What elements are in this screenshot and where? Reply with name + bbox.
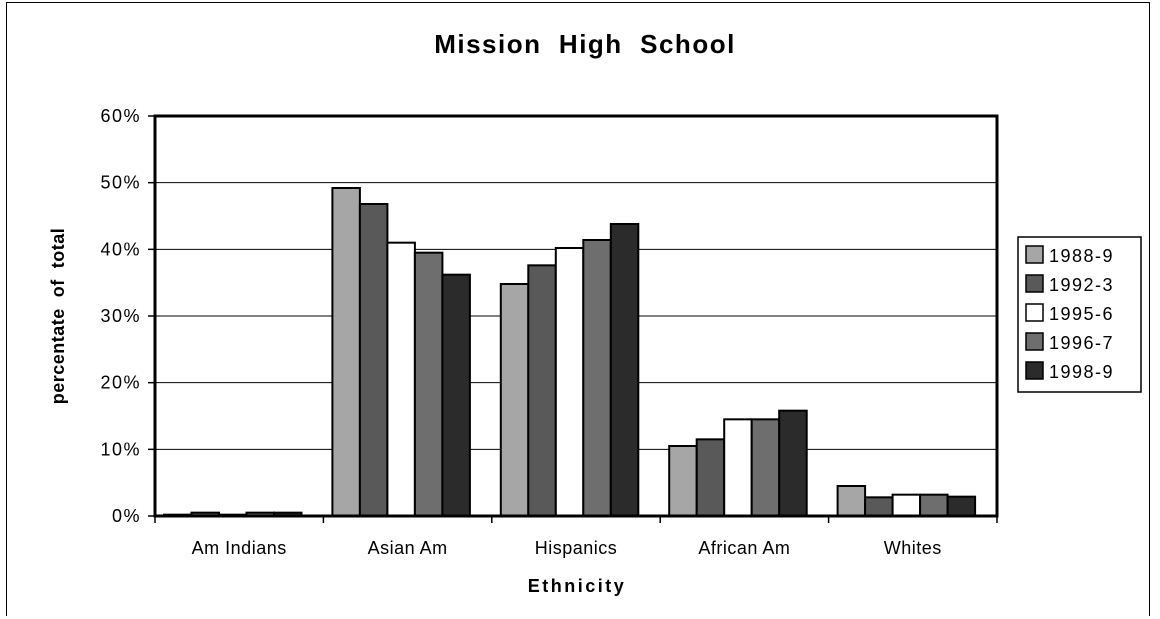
bar-1996-7 xyxy=(919,493,949,517)
axes xyxy=(153,114,999,523)
bar-1988-9 xyxy=(499,283,530,517)
bar-1992-3 xyxy=(695,438,726,518)
bar-1996-7 xyxy=(750,418,781,518)
y-tick-label: 60% xyxy=(100,106,141,126)
plot-border xyxy=(153,114,999,518)
bar-1992-3 xyxy=(864,496,894,518)
legend-items: 1988-9 1992-3 1995-6 1996-7 1998-9 xyxy=(1025,245,1114,382)
bar-1996-7 xyxy=(582,239,612,517)
bar-1998-9 xyxy=(946,495,977,517)
bar-1992-3 xyxy=(527,264,557,518)
bar-1995-6 xyxy=(723,418,753,518)
bar-1995-6 xyxy=(386,241,416,518)
bar-1988-9 xyxy=(331,187,361,517)
legend-label: 1998-9 xyxy=(1049,362,1114,382)
bar-1998-9 xyxy=(778,409,808,517)
y-tick-label: 50% xyxy=(100,173,141,193)
legend: 1988-9 1992-3 1995-6 1996-7 1998-9 xyxy=(1017,236,1142,393)
y-tick-label: 30% xyxy=(100,306,141,326)
bar-1998-9 xyxy=(441,273,471,517)
bars xyxy=(163,187,977,518)
x-axis-label: Ethnicity xyxy=(528,576,627,596)
bar-1996-7 xyxy=(413,251,444,518)
legend-swatch xyxy=(1025,361,1044,380)
x-category-label: Asian Am xyxy=(368,538,448,558)
y-tick-label: 10% xyxy=(100,439,141,459)
y-tick-label: 20% xyxy=(100,373,141,393)
legend-swatch xyxy=(1025,332,1044,351)
bar-1998-9 xyxy=(609,223,640,517)
legend-label: 1988-9 xyxy=(1049,246,1114,266)
legend-swatch xyxy=(1025,245,1044,264)
legend-swatch xyxy=(1025,303,1044,322)
chart-title: Mission High School xyxy=(434,29,736,59)
y-tick-label: 40% xyxy=(100,239,141,259)
x-category-label: Hispanics xyxy=(535,538,618,558)
bar-1995-6 xyxy=(891,493,922,517)
legend-label: 1996-7 xyxy=(1049,333,1114,353)
legend-label: 1995-6 xyxy=(1049,304,1114,324)
x-category-label: African Am xyxy=(698,538,790,558)
x-category-label: Am Indians xyxy=(192,538,287,558)
y-axis-label: percentate of total xyxy=(48,228,68,405)
bar-1988-9 xyxy=(836,485,867,517)
bar-1992-3 xyxy=(358,203,389,517)
bar-1995-6 xyxy=(554,247,585,517)
chart-frame xyxy=(6,2,1150,616)
legend-swatch xyxy=(1025,274,1044,293)
y-axis-ticks: 0% 10% 20% 30% 40% 50% 60% xyxy=(100,106,155,526)
bar-1988-9 xyxy=(668,445,698,517)
legend-label: 1992-3 xyxy=(1049,275,1114,295)
x-category-label: Whites xyxy=(884,538,942,558)
y-tick-label: 0% xyxy=(112,506,141,526)
x-axis-categories: Am Indians Asian Am Hispanics African Am Whi… xyxy=(192,538,942,558)
